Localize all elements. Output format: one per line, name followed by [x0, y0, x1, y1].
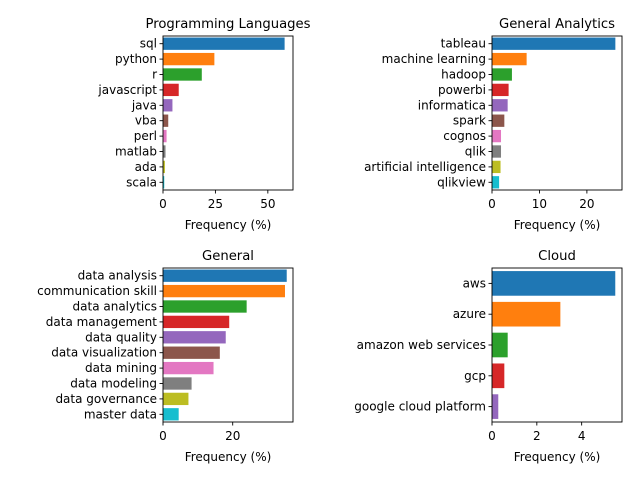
bar-master-data	[163, 408, 179, 421]
y-tick-label: powerbi	[438, 83, 486, 97]
x-tick-label: 0	[488, 429, 496, 443]
bar-artificial-intelligence	[492, 160, 501, 174]
y-tick-label: data mining	[85, 361, 157, 375]
y-tick-label: data quality	[85, 330, 157, 344]
bar-ada	[163, 160, 165, 174]
x-tick-label: 50	[260, 197, 275, 211]
bar-javascript	[163, 83, 179, 97]
y-tick-label: data governance	[55, 392, 157, 406]
x-tick-label: 25	[208, 197, 223, 211]
y-tick-label: data analytics	[73, 300, 157, 314]
bar-google-cloud-platform	[492, 394, 499, 419]
bar-data-governance	[163, 392, 189, 406]
x-tick-label: 0	[159, 429, 167, 443]
x-tick-label: 2	[533, 429, 541, 443]
y-tick-label: javascript	[97, 83, 157, 97]
chart-title: Cloud	[538, 249, 576, 264]
y-tick-label: matlab	[115, 145, 157, 159]
bar-r	[163, 68, 202, 81]
bar-qlik	[492, 145, 502, 158]
bar-data-analytics	[163, 300, 247, 313]
y-tick-label: data visualization	[51, 346, 157, 360]
bar-data-visualization	[163, 346, 220, 359]
bar-sql	[163, 37, 285, 50]
chart-title: General	[202, 249, 254, 264]
x-tick-label: 4	[578, 429, 586, 443]
y-tick-label: cognos	[443, 129, 486, 143]
bar-data-analysis	[163, 269, 287, 282]
y-tick-label: data management	[46, 315, 158, 329]
bar-hadoop	[492, 68, 512, 81]
x-tick-label: 20	[225, 429, 240, 443]
y-tick-label: master data	[84, 407, 157, 421]
chart-title: Programming Languages	[145, 17, 310, 32]
plot-frame	[162, 267, 294, 423]
chart-panel-4: Cloud aws azure amazon web services gcp googl…	[354, 249, 623, 464]
bar-scala	[163, 176, 165, 189]
y-tick-label: perl	[134, 129, 157, 143]
y-tick-label: vba	[135, 114, 157, 128]
y-tick-label: data modeling	[70, 377, 157, 391]
y-tick-label: r	[152, 68, 157, 82]
bar-qlikview	[492, 176, 500, 189]
y-tick-label: gcp	[464, 369, 486, 383]
x-tick-label: 0	[488, 197, 496, 211]
bar-spark	[492, 114, 505, 127]
y-tick-label: python	[115, 52, 157, 66]
bar-gcp	[492, 363, 505, 389]
y-tick-label: azure	[453, 307, 486, 321]
bar-powerbi	[492, 83, 509, 97]
y-tick-label: aws	[463, 276, 486, 290]
x-axis-label: Frequency (%)	[185, 218, 272, 232]
x-axis-label: Frequency (%)	[514, 450, 601, 464]
y-tick-label: ada	[135, 160, 157, 174]
x-tick-label: 0	[159, 197, 167, 211]
bar-data-management	[163, 315, 230, 329]
y-tick-label: communication skill	[37, 284, 157, 298]
y-tick-label: amazon web services	[357, 338, 486, 352]
bar-tableau	[492, 37, 616, 50]
bar-java	[163, 99, 173, 112]
bar-communication-skill	[163, 284, 285, 298]
bar-perl	[163, 129, 167, 143]
x-tick-label: 20	[579, 197, 594, 211]
plot-frame	[162, 35, 294, 191]
bar-azure	[492, 301, 561, 327]
y-tick-label: hadoop	[441, 68, 486, 82]
y-tick-label: artificial intelligence	[364, 160, 486, 174]
bar-cognos	[492, 129, 502, 143]
y-tick-label: qlikview	[437, 175, 486, 189]
bar-machine-learning	[492, 52, 527, 66]
x-axis-label: Frequency (%)	[514, 218, 601, 232]
y-tick-label: spark	[453, 114, 486, 128]
bar-data-modeling	[163, 377, 192, 390]
bar-aws	[492, 271, 616, 296]
y-tick-label: informatica	[418, 98, 486, 112]
x-tick-label: 10	[532, 197, 547, 211]
y-tick-label: google cloud platform	[354, 400, 486, 414]
y-tick-label: sql	[140, 37, 157, 51]
bar-python	[163, 52, 215, 66]
y-tick-label: qlik	[465, 145, 486, 159]
y-tick-label: scala	[126, 175, 157, 189]
bar-data-quality	[163, 331, 226, 344]
y-tick-label: data analysis	[78, 269, 157, 283]
y-tick-label: machine learning	[382, 52, 486, 66]
y-tick-label: tableau	[441, 37, 486, 51]
bar-matlab	[163, 145, 166, 158]
bar-vba	[163, 114, 169, 127]
plot-frame	[491, 267, 623, 423]
bar-data-mining	[163, 361, 214, 375]
chart-title: General Analytics	[499, 17, 615, 32]
plot-frame	[491, 35, 623, 191]
x-axis-label: Frequency (%)	[185, 450, 272, 464]
bar-amazon-web-services	[492, 332, 508, 358]
bar-informatica	[492, 99, 508, 112]
y-tick-label: java	[131, 98, 157, 112]
